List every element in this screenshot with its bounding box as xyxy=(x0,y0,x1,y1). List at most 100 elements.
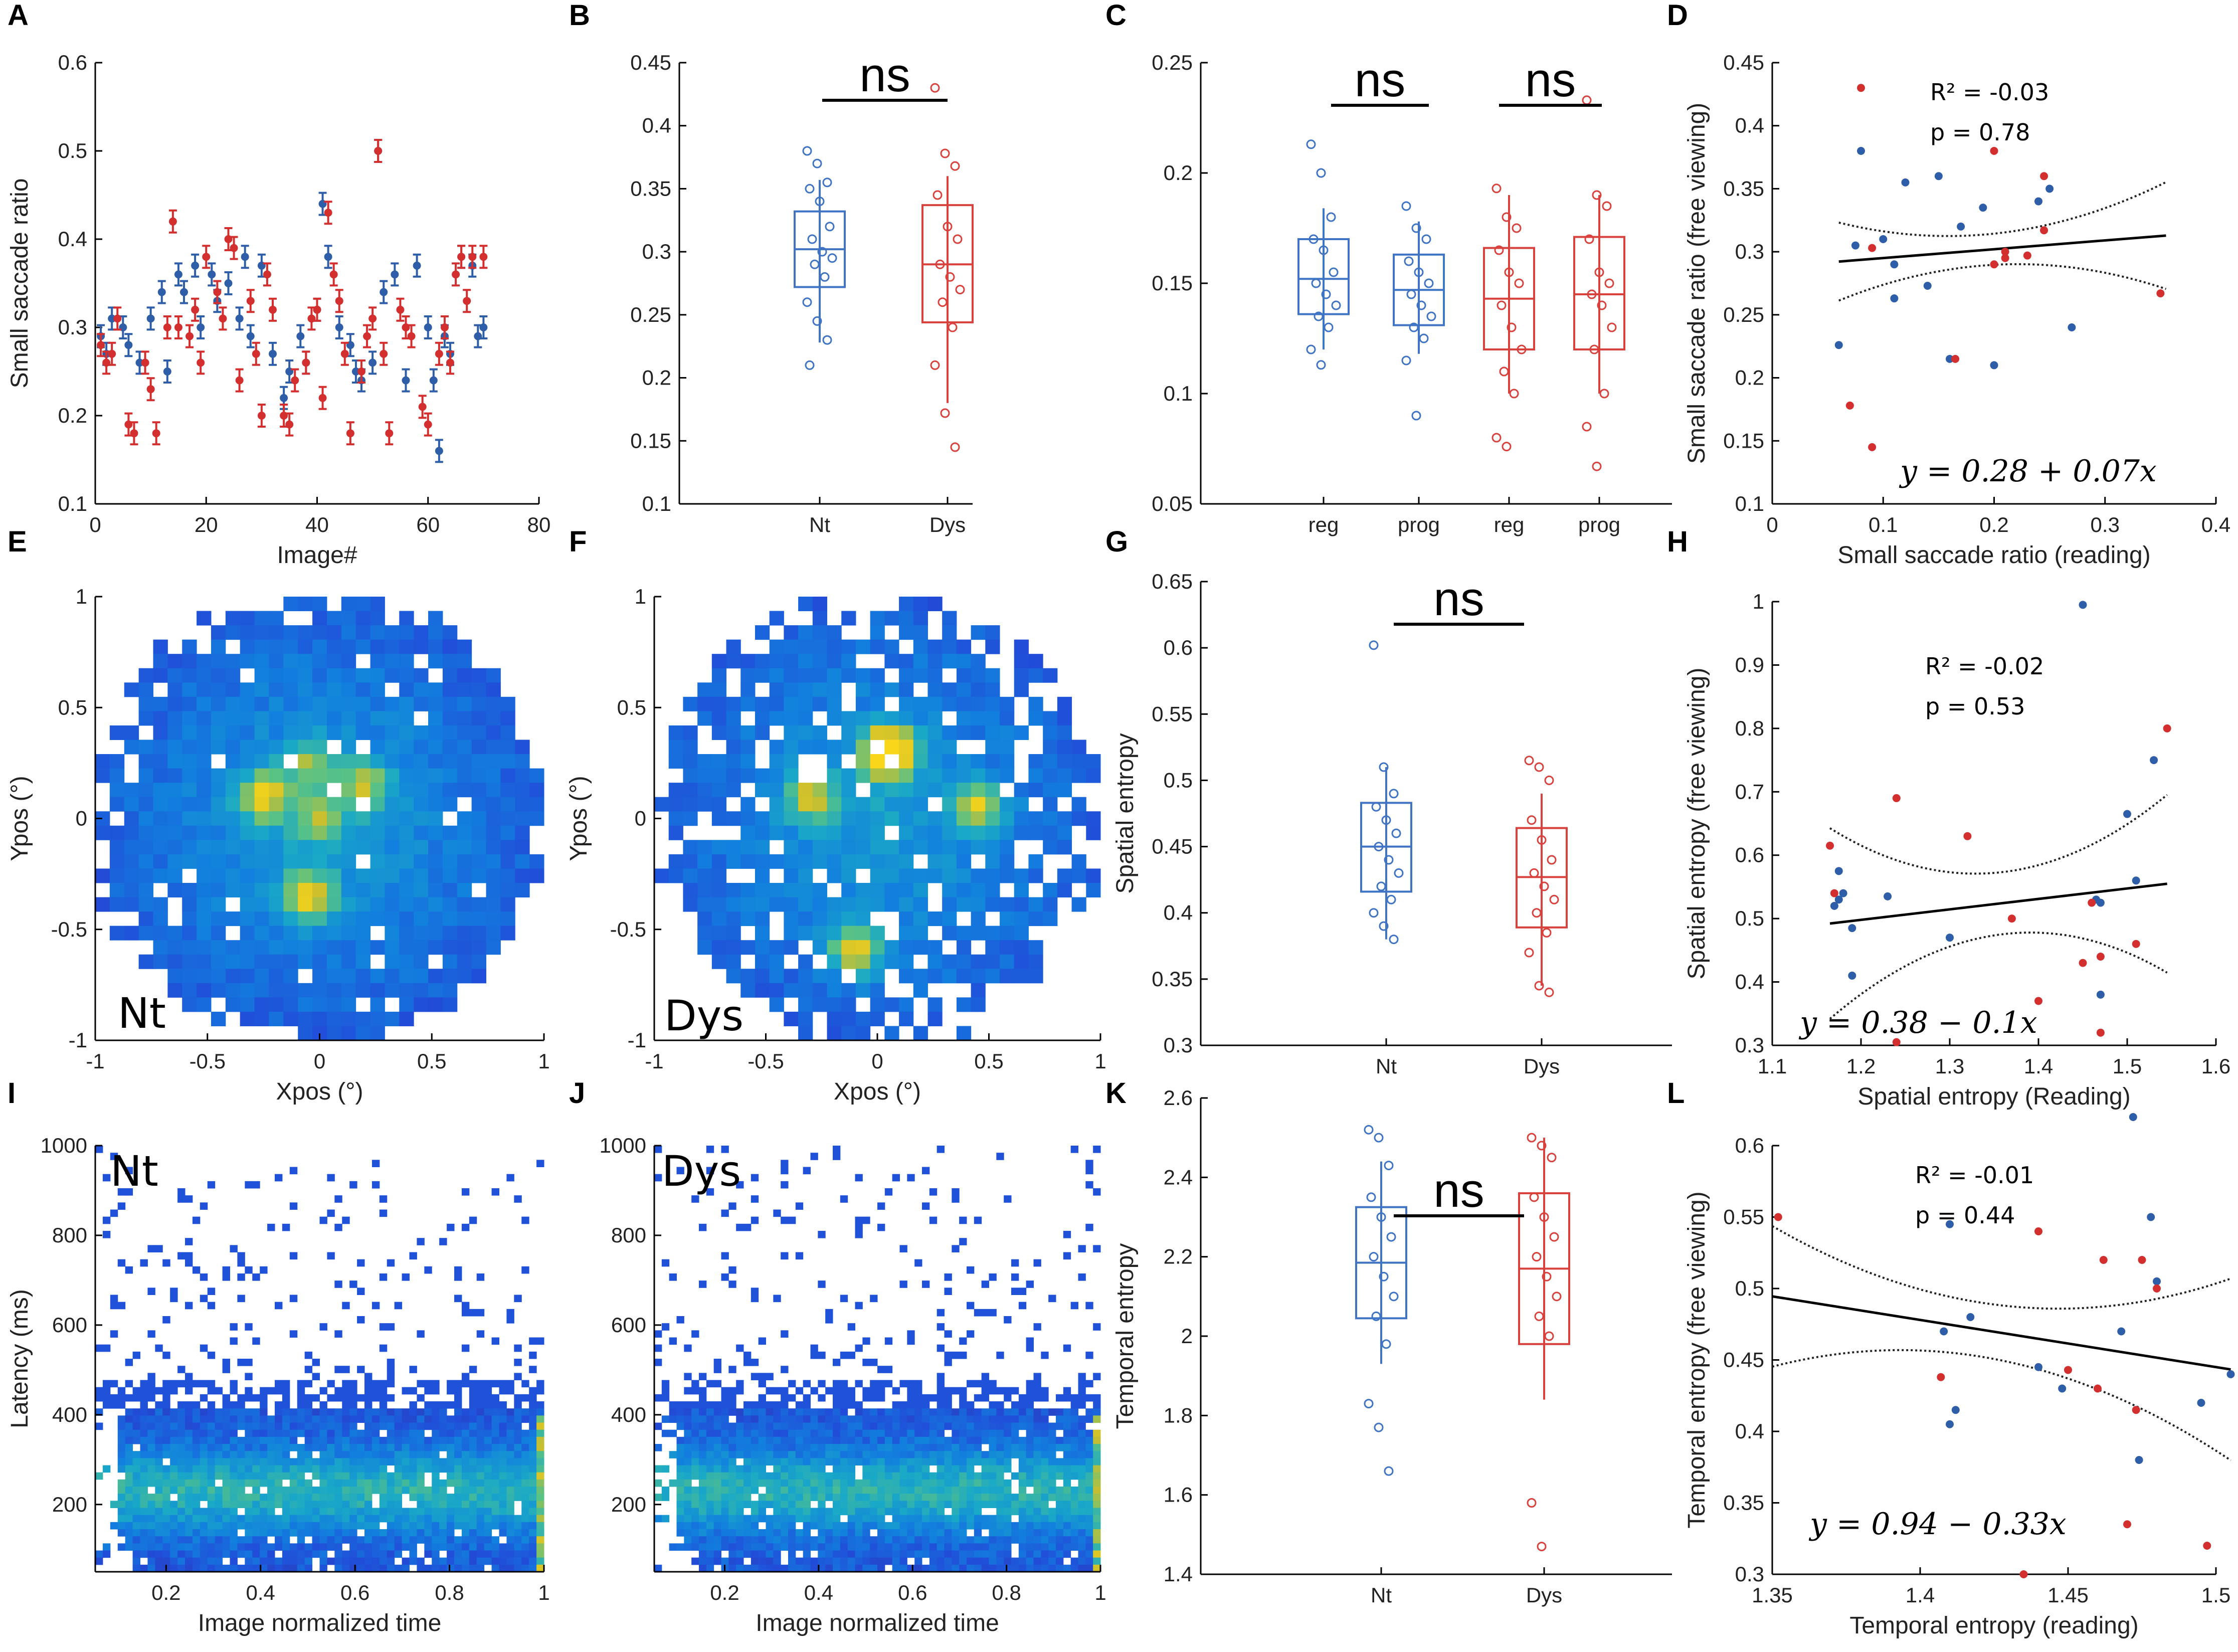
heatmap-cell xyxy=(899,1529,907,1537)
heatmap-cell xyxy=(185,1429,193,1437)
heatmap-cell xyxy=(428,711,443,726)
heatmap-cell xyxy=(812,597,828,612)
heatmap-cell xyxy=(728,1508,736,1516)
heatmap-cell xyxy=(818,1408,826,1416)
heatmap-cell xyxy=(364,1444,372,1451)
heatmap-cell xyxy=(240,783,255,798)
heatmap-cell xyxy=(342,1451,350,1458)
heatmap-cell xyxy=(298,768,313,783)
heatmap-cell xyxy=(959,1543,967,1551)
heatmap-cell xyxy=(974,1436,982,1444)
y-tick-label: 0.6 xyxy=(1735,843,1764,867)
heatmap-cell xyxy=(736,1543,744,1551)
data-point-Dys xyxy=(440,323,449,331)
heatmap-cell xyxy=(870,940,885,955)
heatmap-cell xyxy=(937,1487,945,1494)
heatmap-cell xyxy=(304,1465,313,1473)
heatmap-cell xyxy=(177,1451,185,1458)
y-tick-label: 0.25 xyxy=(1152,51,1193,74)
heatmap-cell xyxy=(447,1529,455,1537)
heatmap-cell xyxy=(942,954,957,969)
p-value: p = 0.53 xyxy=(1925,693,2025,720)
heatmap-cell xyxy=(170,1472,178,1480)
heatmap-cell xyxy=(952,1508,960,1516)
heatmap-cell xyxy=(414,983,429,998)
heatmap-cell xyxy=(870,1458,878,1465)
data-point-Dys xyxy=(943,222,953,232)
data-point-Dys xyxy=(932,190,943,200)
heatmap-cell xyxy=(117,1458,126,1465)
heatmap-cell xyxy=(486,783,501,798)
heatmap-cell xyxy=(736,1181,744,1189)
heatmap-cell xyxy=(1000,868,1015,883)
y-tick-label: 0.15 xyxy=(630,429,671,452)
y-tick-label: 0.6 xyxy=(58,51,87,74)
heatmap-cell xyxy=(892,1543,900,1551)
heatmap-cell xyxy=(699,1429,707,1437)
heatmap-cell xyxy=(211,882,226,898)
heatmap-cell xyxy=(197,897,212,912)
heatmap-cell xyxy=(736,1487,744,1494)
heatmap-cell xyxy=(937,1394,945,1402)
heatmap-cell xyxy=(899,1550,907,1558)
heatmap-cell xyxy=(125,1508,133,1516)
heatmap-cell xyxy=(155,1529,163,1537)
heatmap-cell xyxy=(394,1529,403,1537)
data-point-Nt xyxy=(820,272,830,282)
heatmap-cell xyxy=(892,1465,900,1473)
heatmap-cell xyxy=(847,1550,855,1558)
heatmap-cell xyxy=(684,1529,692,1537)
data-point-Dys xyxy=(2079,959,2087,967)
heatmap-cell xyxy=(884,1508,893,1516)
heatmap-cell xyxy=(899,1280,907,1288)
heatmap-cell xyxy=(439,1487,447,1494)
heatmap-cell xyxy=(153,954,168,969)
heatmap-cell xyxy=(728,1515,736,1523)
heatmap-cell xyxy=(132,1387,140,1395)
heatmap-cell xyxy=(1004,1522,1012,1530)
heatmap-cell xyxy=(683,797,698,812)
heatmap-cell xyxy=(825,1429,833,1437)
heatmap-cell xyxy=(469,1564,477,1572)
heatmap-cell xyxy=(913,625,928,640)
heatmap-cell xyxy=(956,797,972,812)
heatmap-cell xyxy=(334,1415,342,1423)
heatmap-cell xyxy=(491,1508,499,1516)
heatmap-cell xyxy=(827,682,842,697)
heatmap-cell xyxy=(207,1408,216,1416)
heatmap-cell xyxy=(342,1487,350,1494)
heatmap-cell xyxy=(428,754,443,769)
heatmap-cell xyxy=(788,1508,796,1516)
heatmap-cell xyxy=(499,1501,507,1508)
heatmap-cell xyxy=(922,1280,930,1288)
heatmap-cell xyxy=(240,969,255,984)
heatmap-cell xyxy=(514,1295,522,1303)
heatmap-cell xyxy=(500,811,515,826)
heatmap-cell xyxy=(185,1543,193,1551)
heatmap-cell xyxy=(432,1494,440,1501)
heatmap-cell xyxy=(417,1501,425,1508)
heatmap-cell xyxy=(245,1529,253,1537)
heatmap-cell xyxy=(207,1543,216,1551)
p-value: p = 0.78 xyxy=(1930,119,2030,146)
heatmap-cell xyxy=(267,1472,275,1480)
data-point-prog xyxy=(1406,289,1416,299)
heatmap-cell xyxy=(751,1465,759,1473)
heatmap-cell xyxy=(155,1550,163,1558)
heatmap-cell xyxy=(892,1451,900,1458)
heatmap-cell xyxy=(192,1422,201,1430)
heatmap-cell xyxy=(740,840,756,855)
heatmap-cell xyxy=(409,1494,417,1501)
heatmap-cell xyxy=(192,1564,201,1572)
heatmap-cell xyxy=(240,926,255,941)
heatmap-cell xyxy=(981,1436,989,1444)
heatmap-cell xyxy=(798,840,813,855)
heatmap-cell xyxy=(711,926,727,941)
heatmap-cell xyxy=(841,611,856,626)
heatmap-cell xyxy=(140,1387,148,1395)
heatmap-cell xyxy=(379,1479,388,1487)
heatmap-cell xyxy=(417,1394,425,1402)
heatmap-cell xyxy=(827,897,842,912)
heatmap-cell xyxy=(454,1394,462,1402)
heatmap-cell xyxy=(922,1458,930,1465)
